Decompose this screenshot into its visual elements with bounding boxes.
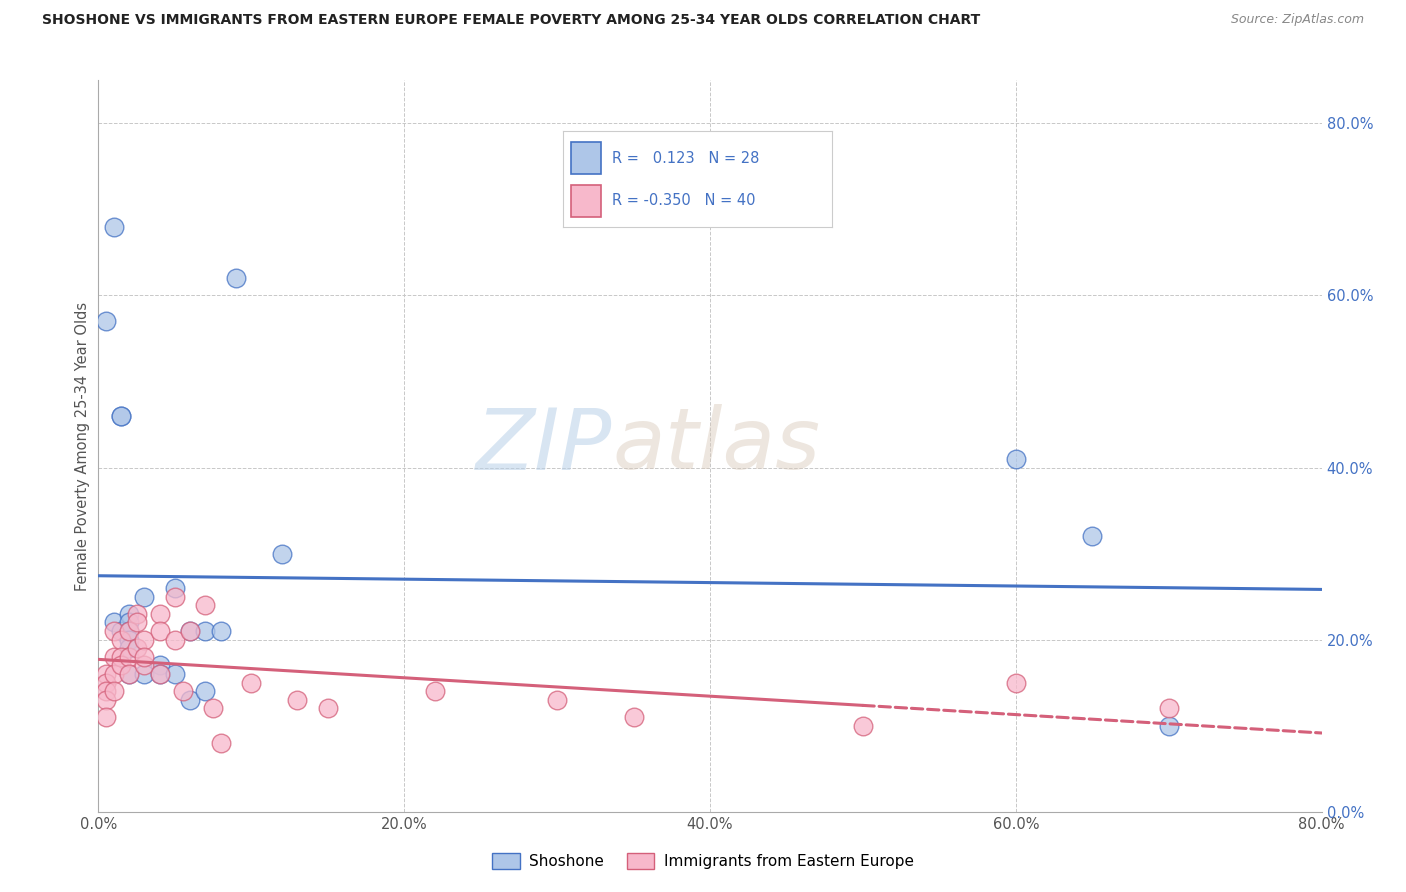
Text: Source: ZipAtlas.com: Source: ZipAtlas.com xyxy=(1230,13,1364,27)
Point xyxy=(202,701,225,715)
Point xyxy=(194,624,217,638)
Point xyxy=(149,667,172,681)
Point xyxy=(225,271,247,285)
Point xyxy=(285,693,308,707)
Point xyxy=(209,624,232,638)
Point xyxy=(110,409,132,423)
Point xyxy=(149,624,172,638)
FancyBboxPatch shape xyxy=(571,142,600,174)
Point xyxy=(118,607,141,621)
Point xyxy=(134,649,156,664)
Point xyxy=(94,667,117,681)
Point xyxy=(125,641,148,656)
Text: ZIP: ZIP xyxy=(475,404,612,488)
Point xyxy=(1157,719,1180,733)
Point xyxy=(240,675,263,690)
Point xyxy=(1004,675,1026,690)
Point xyxy=(118,624,141,638)
Text: atlas: atlas xyxy=(612,404,820,488)
Text: SHOSHONE VS IMMIGRANTS FROM EASTERN EUROPE FEMALE POVERTY AMONG 25-34 YEAR OLDS : SHOSHONE VS IMMIGRANTS FROM EASTERN EURO… xyxy=(42,13,980,28)
Point xyxy=(118,667,141,681)
Point xyxy=(134,590,156,604)
Point xyxy=(103,649,125,664)
Point xyxy=(110,624,132,638)
Point xyxy=(209,736,232,750)
Point xyxy=(134,667,156,681)
Point xyxy=(194,684,217,698)
Y-axis label: Female Poverty Among 25-34 Year Olds: Female Poverty Among 25-34 Year Olds xyxy=(75,301,90,591)
Point xyxy=(423,684,446,698)
Point xyxy=(1081,529,1104,543)
Point xyxy=(103,624,125,638)
Point xyxy=(270,547,292,561)
Point xyxy=(94,684,117,698)
Point xyxy=(179,624,201,638)
Point xyxy=(94,710,117,724)
Point xyxy=(134,658,156,673)
Point xyxy=(118,667,141,681)
Point xyxy=(118,641,141,656)
Point xyxy=(103,615,125,630)
Point xyxy=(110,658,132,673)
Point xyxy=(110,632,132,647)
Point xyxy=(163,590,186,604)
Point xyxy=(110,649,132,664)
Text: R = -0.350   N = 40: R = -0.350 N = 40 xyxy=(612,194,755,209)
Point xyxy=(149,658,172,673)
Point xyxy=(163,581,186,595)
Point xyxy=(149,607,172,621)
Point xyxy=(194,598,217,612)
Point xyxy=(94,314,117,328)
Point xyxy=(172,684,194,698)
Point xyxy=(103,219,125,234)
Point xyxy=(623,710,645,724)
Point xyxy=(179,693,201,707)
Point xyxy=(94,693,117,707)
Legend: Shoshone, Immigrants from Eastern Europe: Shoshone, Immigrants from Eastern Europe xyxy=(486,847,920,875)
Point xyxy=(118,624,141,638)
Point xyxy=(546,693,568,707)
Point xyxy=(852,719,875,733)
Point xyxy=(163,667,186,681)
Point xyxy=(103,684,125,698)
Point xyxy=(103,667,125,681)
Point xyxy=(118,632,141,647)
Point xyxy=(94,675,117,690)
Point xyxy=(125,607,148,621)
FancyBboxPatch shape xyxy=(571,185,600,217)
Point xyxy=(163,632,186,647)
Point xyxy=(118,649,141,664)
Point xyxy=(1157,701,1180,715)
Point xyxy=(1004,451,1026,466)
Text: R =   0.123   N = 28: R = 0.123 N = 28 xyxy=(612,151,759,166)
Point xyxy=(134,632,156,647)
Point xyxy=(125,615,148,630)
Point xyxy=(179,624,201,638)
Point xyxy=(316,701,339,715)
Point xyxy=(118,615,141,630)
Point xyxy=(110,409,132,423)
Point xyxy=(149,667,172,681)
